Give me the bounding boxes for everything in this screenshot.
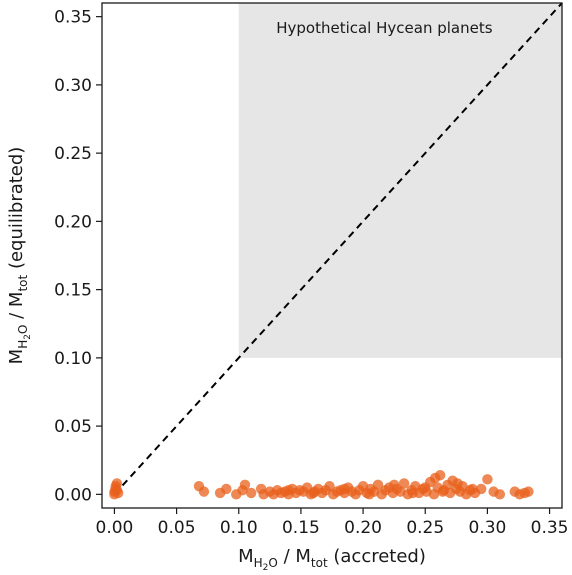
y-tick-label: 0.10	[54, 349, 92, 369]
y-axis-ticks: 0.00 0.05 0.10 0.15 0.20 0.25 0.30 0.35	[54, 8, 102, 505]
data-point	[420, 482, 431, 493]
data-point	[475, 483, 487, 495]
x-tick-label: 0.25	[406, 518, 444, 538]
data-point	[398, 478, 410, 489]
x-tick-label: 0.35	[531, 518, 569, 538]
y-axis-label: MH2O / Mtot (equilibrated)	[6, 147, 33, 365]
x-tick-label: 0.10	[220, 518, 258, 538]
data-point	[372, 479, 384, 490]
data-point	[283, 485, 294, 496]
data-point	[324, 480, 335, 492]
x-tick-label: 0.05	[158, 518, 196, 538]
data-point	[388, 479, 400, 490]
y-tick-label: 0.00	[54, 485, 92, 505]
data-point	[482, 474, 493, 485]
data-point	[239, 479, 251, 490]
y-tick-label: 0.15	[54, 281, 92, 301]
plot-area	[101, 2, 563, 509]
data-point	[198, 486, 210, 497]
x-tick-label: 0.00	[96, 518, 134, 538]
data-point	[494, 489, 506, 500]
hycean-region-label: Hypothetical Hycean planets	[276, 19, 492, 37]
data-point	[308, 487, 319, 499]
y-tick-label: 0.25	[54, 144, 92, 164]
data-point	[245, 487, 257, 499]
x-tick-label: 0.15	[282, 518, 320, 538]
data-point	[221, 483, 232, 495]
one-to-one-line	[113, 2, 563, 496]
x-tick-label: 0.20	[344, 518, 382, 538]
data-point	[467, 483, 478, 495]
y-tick-label: 0.30	[54, 76, 92, 96]
data-point	[111, 485, 123, 496]
y-tick-label: 0.35	[54, 8, 92, 28]
data-point	[523, 486, 534, 497]
y-tick-label: 0.05	[54, 417, 92, 437]
data-point	[339, 483, 350, 495]
data-point	[437, 486, 448, 497]
x-tick-label: 0.30	[468, 518, 506, 538]
y-tick-label: 0.20	[54, 212, 92, 232]
axes-frame	[101, 2, 563, 509]
data-point	[429, 472, 441, 484]
data-point	[258, 489, 269, 500]
data-point	[364, 489, 375, 500]
data-point	[407, 487, 419, 499]
x-axis-ticks: 0.00 0.05 0.10 0.15 0.20 0.25 0.30 0.35	[96, 508, 569, 538]
data-point	[452, 478, 463, 489]
x-axis-label: MH2O / Mtot (accreted)	[238, 546, 426, 570]
